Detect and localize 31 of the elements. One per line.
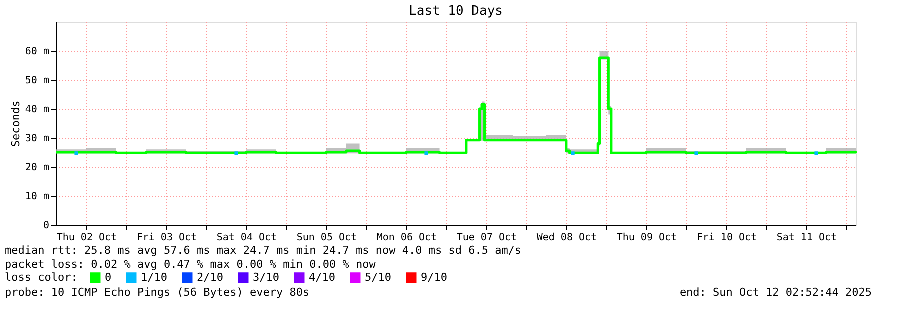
x-tick-label: Thu 09 Oct xyxy=(616,232,678,244)
x-tick-label: Thu 02 Oct xyxy=(56,232,118,244)
legend-label: 5/10 xyxy=(365,270,392,284)
text: packet loss: 0.02 % avg 0.47 % max 0.00 % min 0.00 % now xyxy=(5,258,376,271)
x-tick-label: Fri 03 Oct xyxy=(136,232,198,244)
y-tick-label: 50 m xyxy=(25,76,50,86)
x-tick-label: Mon 06 Oct xyxy=(376,232,438,244)
x-tick-label: Fri 10 Oct xyxy=(696,232,758,244)
text: probe: 10 ICMP Echo Pings (56 Bytes) every 80s xyxy=(5,286,310,299)
y-tick-label: 20 m xyxy=(25,162,50,174)
legend-label: 1/10 xyxy=(141,270,168,284)
text: end: Sun Oct 12 02:52:44 2025 xyxy=(680,286,872,299)
legend-title: loss color: xyxy=(5,271,78,284)
legend-label: 2/10 xyxy=(197,270,224,284)
x-tick-label: Sat 04 Oct xyxy=(216,232,278,244)
x-tick-label: Tue 07 Oct xyxy=(456,232,518,244)
y-tick-label: 0 xyxy=(43,220,50,232)
y-tick-label: 30 m xyxy=(25,134,50,144)
x-tick-label: Wed 08 Oct xyxy=(536,232,598,244)
y-tick-label: 60 m xyxy=(25,46,50,58)
y-axis-title: Seconds xyxy=(9,100,22,148)
x-tick-label: Sun 05 Oct xyxy=(296,232,358,244)
legend-label: 3/10 xyxy=(253,270,280,284)
legend-label: 0 xyxy=(105,270,112,284)
y-tick-label: 10 m xyxy=(25,192,50,202)
y-tick-label: 40 m xyxy=(25,104,50,116)
chart-title: Last 10 Days xyxy=(409,4,503,19)
legend-label: 9/10 xyxy=(421,270,448,284)
text: median rtt: 25.8 ms avg 57.6 ms max 24.7 ms min 24.7 ms now 4.0 ms sd 6.5 am/s xyxy=(5,244,522,257)
x-tick-label: Sat 11 Oct xyxy=(776,232,838,244)
legend-label: 4/10 xyxy=(309,270,336,284)
